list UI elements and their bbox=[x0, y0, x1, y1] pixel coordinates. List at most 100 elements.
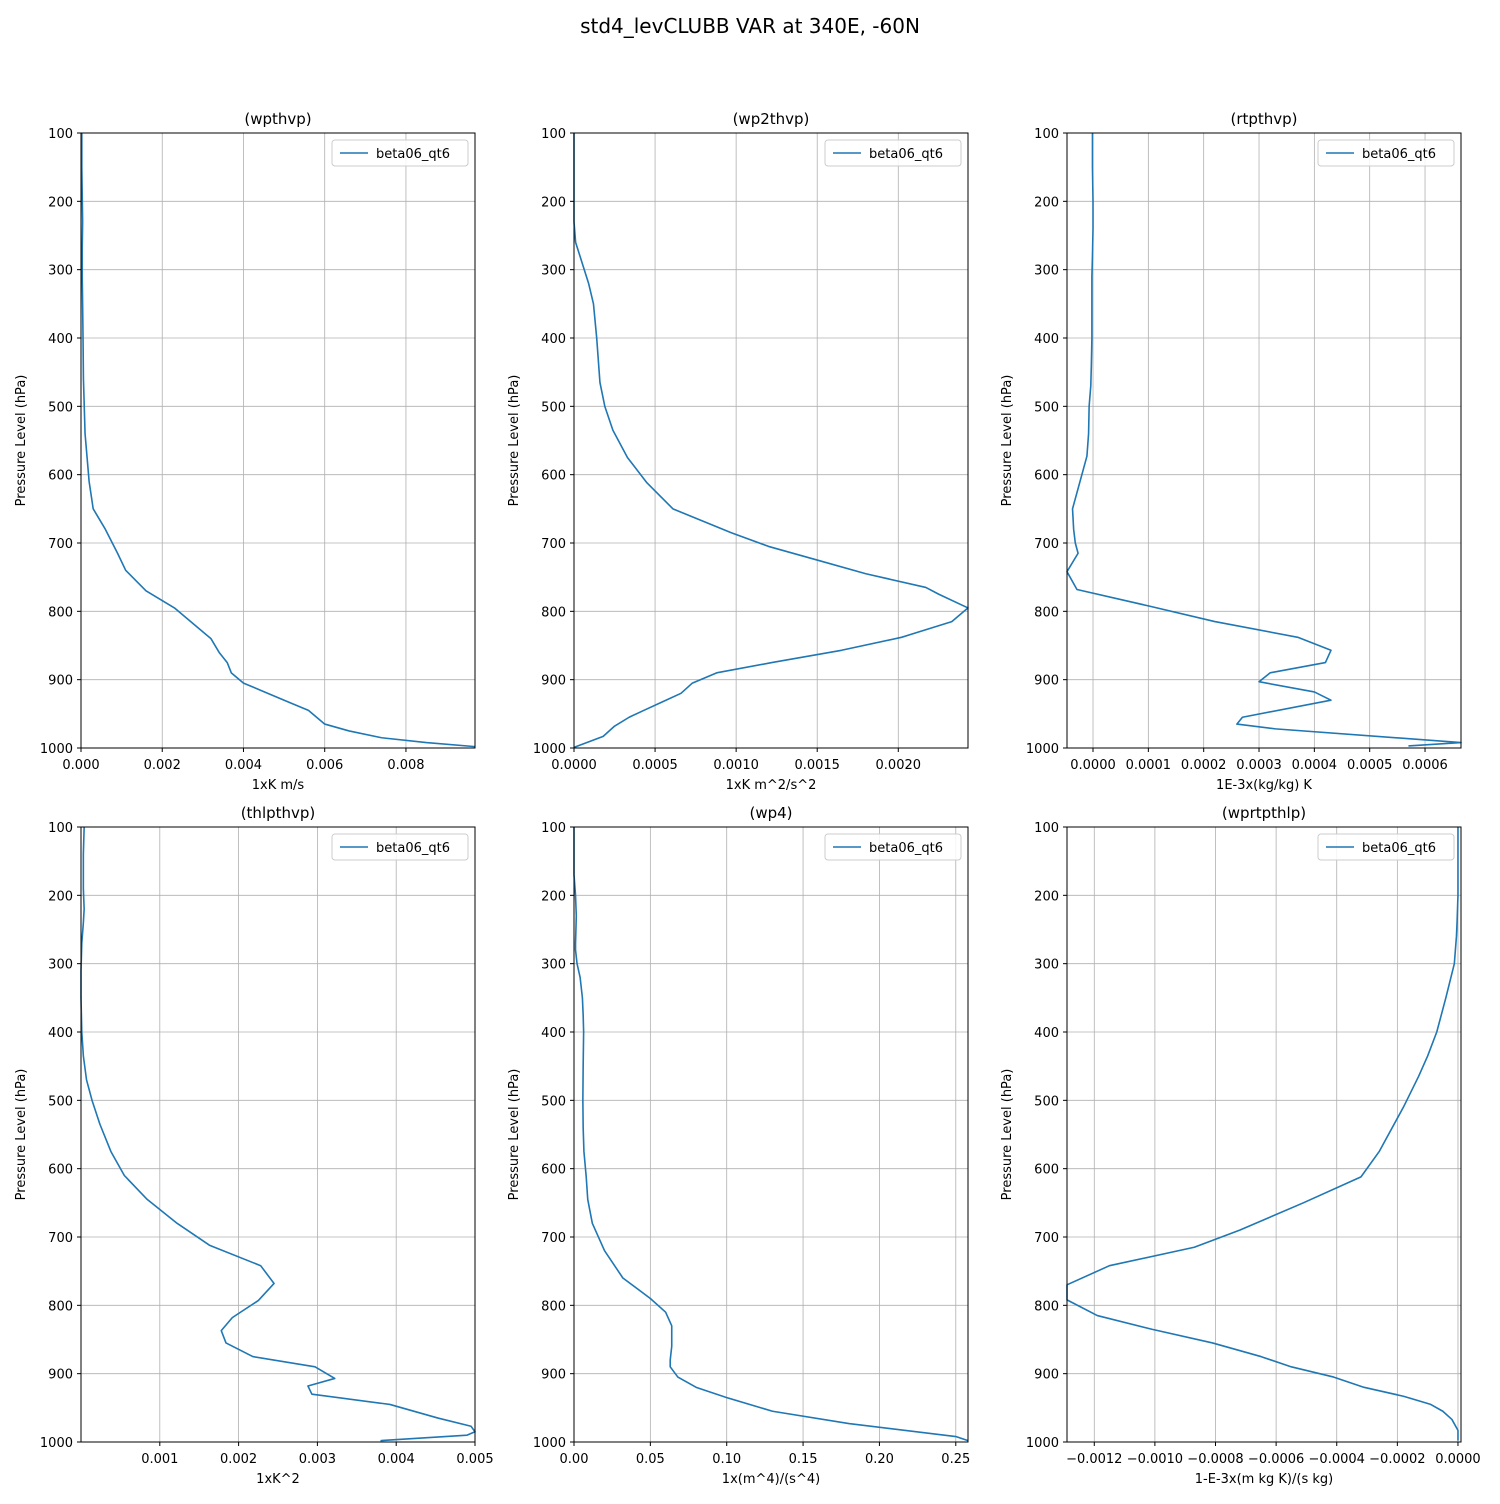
y-tick-label: 600 bbox=[541, 469, 566, 484]
y-tick-label: 400 bbox=[1034, 1026, 1059, 1041]
y-axis-label: Pressure Level (hPa) bbox=[14, 375, 29, 507]
legend-label: beta06_qt6 bbox=[1362, 147, 1436, 162]
y-tick-label: 400 bbox=[541, 332, 566, 347]
x-tick-label: −0.0004 bbox=[1309, 1452, 1365, 1467]
legend-box bbox=[331, 833, 469, 861]
x-tick-label: 0.0000 bbox=[1070, 758, 1116, 773]
y-tick-label: 1000 bbox=[533, 742, 566, 757]
legend: beta06_qt6 bbox=[824, 139, 962, 167]
y-tick-label: 600 bbox=[1034, 469, 1059, 484]
y-axis-label: Pressure Level (hPa) bbox=[14, 1069, 29, 1201]
x-tick-label: 0.0002 bbox=[1181, 758, 1227, 773]
subplot-4: 0.001 0.002 0.003 0.004 0.005 100 200 300 400 500… bbox=[14, 804, 494, 1487]
x-tick-label: 0.20 bbox=[865, 1452, 894, 1467]
legend-box bbox=[331, 139, 469, 167]
x-axis-label: 1x(m^4)/(s^4) bbox=[722, 1472, 820, 1487]
y-tick-label: 1000 bbox=[1026, 742, 1059, 757]
y-tick-label: 100 bbox=[1034, 127, 1059, 142]
y-tick-label: 400 bbox=[1034, 332, 1059, 347]
x-tick-label: 0.002 bbox=[144, 758, 181, 773]
series-line-1 bbox=[1066, 133, 1462, 747]
legend-label: beta06_qt6 bbox=[376, 841, 450, 856]
y-tick-label: 1000 bbox=[1026, 1436, 1059, 1451]
subplot-3: 0.0000 0.0001 0.0002 0.0003 0.0004 0.0005 0.00… bbox=[1000, 110, 1462, 793]
y-tick-label: 200 bbox=[1034, 889, 1059, 904]
y-tick-label: 100 bbox=[1034, 821, 1059, 836]
subplot-title: (wpthvp) bbox=[244, 110, 311, 128]
x-tick-label: 0.0005 bbox=[1347, 758, 1393, 773]
x-tick-label: 0.15 bbox=[789, 1452, 818, 1467]
x-tick-label: 0.000 bbox=[62, 758, 99, 773]
x-tick-label: 0.003 bbox=[299, 1452, 336, 1467]
y-tick-label: 800 bbox=[541, 605, 566, 620]
y-tick-label: 500 bbox=[541, 1094, 566, 1109]
x-tick-label: 0.008 bbox=[387, 758, 424, 773]
y-tick-label: 500 bbox=[1034, 400, 1059, 415]
axes-frame bbox=[80, 826, 476, 1443]
axes-frame bbox=[573, 826, 969, 1443]
x-axis-label: 1E-3x(kg/kg) K bbox=[1216, 778, 1312, 793]
y-tick-label: 400 bbox=[48, 1026, 73, 1041]
x-tick-label: 0.0001 bbox=[1126, 758, 1172, 773]
subplot-title: (wp2thvp) bbox=[733, 110, 810, 128]
x-tick-label: −0.0010 bbox=[1127, 1452, 1183, 1467]
y-tick-label: 700 bbox=[541, 1231, 566, 1246]
x-axis-label: 1xK^2 bbox=[256, 1472, 300, 1487]
x-tick-label: 0.05 bbox=[636, 1452, 665, 1467]
y-tick-label: 100 bbox=[48, 127, 73, 142]
x-axis-label: 1xK m/s bbox=[252, 778, 305, 793]
y-tick-label: 800 bbox=[1034, 605, 1059, 620]
plot-area bbox=[1067, 827, 1461, 1442]
y-tick-label: 1000 bbox=[533, 1436, 566, 1451]
y-tick-label: 100 bbox=[48, 821, 73, 836]
plot-area bbox=[574, 133, 968, 748]
x-tick-label: −0.0008 bbox=[1187, 1452, 1243, 1467]
y-tick-label: 900 bbox=[541, 674, 566, 689]
legend-box bbox=[1317, 833, 1455, 861]
y-tick-label: 700 bbox=[1034, 537, 1059, 552]
legend: beta06_qt6 bbox=[331, 139, 469, 167]
x-tick-label: 0.001 bbox=[141, 1452, 178, 1467]
y-tick-label: 800 bbox=[541, 1299, 566, 1314]
legend-label: beta06_qt6 bbox=[1362, 841, 1436, 856]
legend-box bbox=[824, 833, 962, 861]
x-tick-label: 0.004 bbox=[378, 1452, 415, 1467]
x-tick-label: 0.0003 bbox=[1236, 758, 1282, 773]
y-tick-label: 300 bbox=[541, 264, 566, 279]
x-tick-label: 0.0010 bbox=[713, 758, 759, 773]
y-axis-label: Pressure Level (hPa) bbox=[507, 375, 522, 507]
y-tick-label: 200 bbox=[1034, 195, 1059, 210]
y-tick-label: 900 bbox=[1034, 674, 1059, 689]
x-tick-label: 0.006 bbox=[306, 758, 343, 773]
axes-frame bbox=[573, 132, 969, 749]
series-line-1 bbox=[573, 827, 969, 1442]
y-tick-label: 900 bbox=[1034, 1368, 1059, 1383]
legend: beta06_qt6 bbox=[1317, 139, 1455, 167]
y-tick-label: 200 bbox=[48, 195, 73, 210]
x-tick-label: 0.005 bbox=[456, 1452, 493, 1467]
x-tick-label: 0.10 bbox=[712, 1452, 741, 1467]
subplot-6: −0.0012 −0.0010 −0.0008 −0.0006 −0.0004 −0.00… bbox=[1000, 804, 1481, 1487]
y-axis-label: Pressure Level (hPa) bbox=[1000, 375, 1015, 507]
y-tick-label: 400 bbox=[48, 332, 73, 347]
figure-title: std4_levCLUBB VAR at 340E, -60N bbox=[580, 14, 920, 38]
y-tick-label: 600 bbox=[541, 1163, 566, 1178]
x-tick-label: 0.002 bbox=[220, 1452, 257, 1467]
y-tick-label: 300 bbox=[541, 958, 566, 973]
y-tick-label: 900 bbox=[48, 674, 73, 689]
legend-label: beta06_qt6 bbox=[869, 147, 943, 162]
legend: beta06_qt6 bbox=[1317, 833, 1455, 861]
y-tick-label: 500 bbox=[48, 1094, 73, 1109]
subplot-5: 0.00 0.05 0.10 0.15 0.20 0.25 100 200 300 400 500 6… bbox=[507, 804, 970, 1487]
y-tick-label: 1000 bbox=[40, 1436, 73, 1451]
legend: beta06_qt6 bbox=[824, 833, 962, 861]
y-tick-label: 700 bbox=[48, 537, 73, 552]
y-tick-label: 800 bbox=[48, 1299, 73, 1314]
series-line-1 bbox=[573, 133, 969, 749]
series-line-1 bbox=[1066, 827, 1459, 1441]
subplot-title: (rtpthvp) bbox=[1230, 110, 1297, 128]
x-tick-label: 0.00 bbox=[560, 1452, 589, 1467]
y-tick-label: 300 bbox=[1034, 958, 1059, 973]
x-tick-label: 0.0015 bbox=[794, 758, 840, 773]
